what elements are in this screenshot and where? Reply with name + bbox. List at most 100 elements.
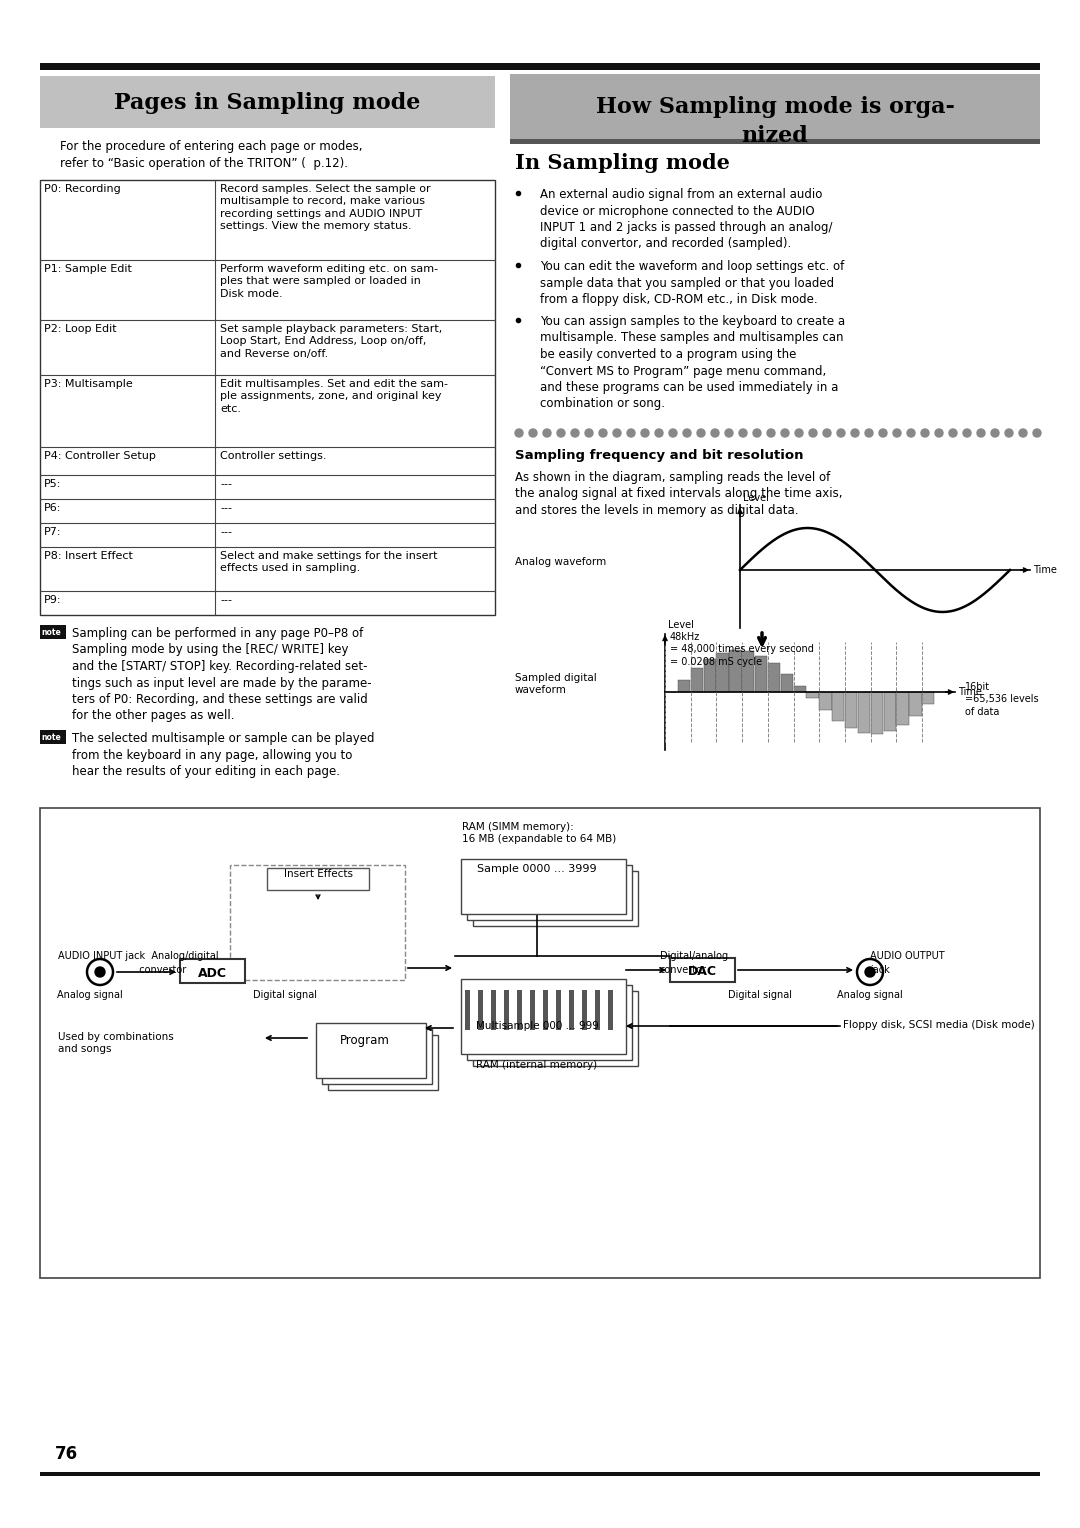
Bar <box>530 990 535 1030</box>
Text: note: note <box>41 628 60 637</box>
Circle shape <box>1020 429 1027 437</box>
Bar <box>768 663 780 692</box>
Circle shape <box>599 429 607 437</box>
Text: Edit multisamples. Set and edit the sam-
ple assignments, zone, and original key: Edit multisamples. Set and edit the sam-… <box>220 379 448 414</box>
Text: Multisample 000 ... 999: Multisample 000 ... 999 <box>475 1021 598 1031</box>
Bar <box>40 76 495 128</box>
Text: As shown in the diagram, sampling reads the level of
the analog signal at fixed : As shown in the diagram, sampling reads … <box>515 471 842 516</box>
Text: Sampling can be performed in any page P0–P8 of
Sampling mode by using the [REC/ : Sampling can be performed in any page P0… <box>72 626 372 723</box>
Bar <box>922 692 934 704</box>
Circle shape <box>991 429 999 437</box>
Text: Floppy disk, SCSI media (Disk mode): Floppy disk, SCSI media (Disk mode) <box>843 1021 1035 1030</box>
Circle shape <box>642 429 649 437</box>
Bar <box>909 692 921 715</box>
Text: AUDIO OUTPUT: AUDIO OUTPUT <box>870 950 945 961</box>
Bar <box>510 139 1040 144</box>
Bar <box>678 680 690 692</box>
Text: P5:: P5: <box>44 478 62 489</box>
Bar <box>40 625 66 639</box>
Circle shape <box>823 429 831 437</box>
Circle shape <box>935 429 943 437</box>
Circle shape <box>613 429 621 437</box>
Text: DAC: DAC <box>688 966 716 978</box>
Bar <box>845 692 858 729</box>
Circle shape <box>627 429 635 437</box>
Text: ---: --- <box>220 478 232 489</box>
Circle shape <box>529 429 537 437</box>
Bar <box>820 692 832 711</box>
Bar <box>517 990 522 1030</box>
Bar <box>230 865 405 979</box>
Circle shape <box>893 429 901 437</box>
Bar <box>478 990 483 1030</box>
Bar <box>40 730 66 744</box>
Circle shape <box>571 429 579 437</box>
Text: 76: 76 <box>55 1445 78 1462</box>
Text: How Sampling mode is orga-
nized: How Sampling mode is orga- nized <box>595 96 955 147</box>
Bar <box>461 979 626 1054</box>
Text: Select and make settings for the insert
effects used in sampling.: Select and make settings for the insert … <box>220 552 437 573</box>
Text: Analog signal: Analog signal <box>837 990 903 999</box>
Circle shape <box>585 429 593 437</box>
Circle shape <box>1032 429 1041 437</box>
Circle shape <box>543 429 551 437</box>
Bar <box>703 659 716 692</box>
Text: Used by combinations
and songs: Used by combinations and songs <box>58 1031 174 1054</box>
Text: Pages in Sampling mode: Pages in Sampling mode <box>113 92 420 115</box>
Bar <box>883 692 895 730</box>
Text: Analog waveform: Analog waveform <box>515 558 606 567</box>
Text: ---: --- <box>220 594 232 605</box>
Bar <box>608 990 613 1030</box>
Circle shape <box>95 967 105 976</box>
Circle shape <box>949 429 957 437</box>
Bar <box>807 692 819 698</box>
Circle shape <box>851 429 859 437</box>
Text: Analog signal: Analog signal <box>57 990 123 999</box>
Circle shape <box>907 429 915 437</box>
Circle shape <box>809 429 816 437</box>
Text: ---: --- <box>220 503 232 513</box>
Bar <box>180 960 245 983</box>
Circle shape <box>767 429 775 437</box>
Circle shape <box>753 429 761 437</box>
Text: 16bit
=65,536 levels
of data: 16bit =65,536 levels of data <box>966 681 1039 717</box>
Circle shape <box>697 429 705 437</box>
Circle shape <box>654 429 663 437</box>
Text: Time: Time <box>958 688 982 697</box>
Text: ADC: ADC <box>198 967 227 979</box>
Circle shape <box>515 429 523 437</box>
Bar <box>328 1034 438 1089</box>
Text: For the procedure of entering each page or modes,
refer to “Basic operation of t: For the procedure of entering each page … <box>60 141 363 170</box>
Circle shape <box>879 429 887 437</box>
Bar <box>833 692 845 721</box>
Text: P9:: P9: <box>44 594 62 605</box>
Bar <box>322 1028 432 1083</box>
Text: jack: jack <box>870 966 890 975</box>
Circle shape <box>557 429 565 437</box>
Text: Digital signal: Digital signal <box>253 990 318 999</box>
Text: Sampled digital
waveform: Sampled digital waveform <box>515 672 597 695</box>
Text: convertor: convertor <box>660 966 707 975</box>
Text: Record samples. Select the sample or
multisample to record, make various
recordi: Record samples. Select the sample or mul… <box>220 183 431 231</box>
Text: Digital signal: Digital signal <box>728 990 792 999</box>
Text: P3: Multisample: P3: Multisample <box>44 379 133 390</box>
Text: Sample 0000 ... 3999: Sample 0000 ... 3999 <box>477 863 597 874</box>
Circle shape <box>977 429 985 437</box>
Circle shape <box>865 967 875 976</box>
Text: Time: Time <box>1032 565 1057 575</box>
Text: An external audio signal from an external audio
device or microphone connected t: An external audio signal from an externa… <box>540 188 833 251</box>
Bar <box>670 958 735 983</box>
Bar <box>40 63 1040 70</box>
Circle shape <box>781 429 789 437</box>
Text: ---: --- <box>220 527 232 536</box>
Bar <box>794 686 806 692</box>
Bar <box>781 674 793 692</box>
Text: Perform waveform editing etc. on sam-
ples that were sampled or loaded in
Disk m: Perform waveform editing etc. on sam- pl… <box>220 264 438 299</box>
Circle shape <box>669 429 677 437</box>
Circle shape <box>711 429 719 437</box>
Bar <box>755 656 767 692</box>
Text: 48kHz
= 48,000 times every second
= 0.0208 mS cycle: 48kHz = 48,000 times every second = 0.02… <box>670 633 814 666</box>
Text: The selected multisample or sample can be played
from the keyboard in any page, : The selected multisample or sample can b… <box>72 732 375 778</box>
Text: Level: Level <box>743 494 769 503</box>
Circle shape <box>921 429 929 437</box>
